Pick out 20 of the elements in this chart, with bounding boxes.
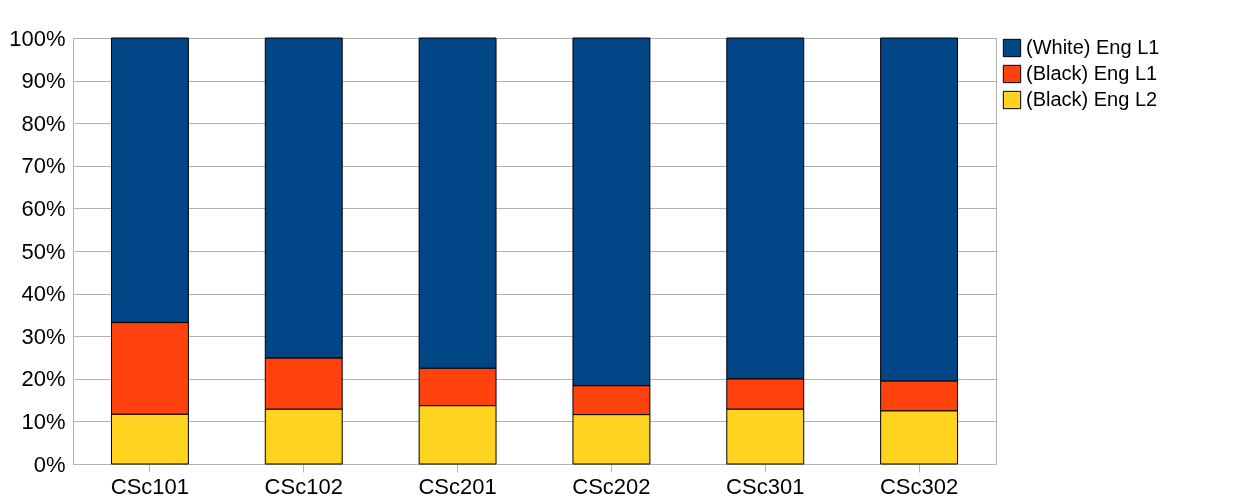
legend-label: (White) Eng L1 (1026, 36, 1160, 58)
legend-label: (Black) Eng L2 (1026, 88, 1158, 110)
y-tick-label: 100% (9, 25, 66, 51)
y-tick-label: 0% (33, 451, 66, 477)
y-tick-label: 60% (21, 195, 66, 221)
y-tick-label: 40% (21, 281, 66, 307)
y-tick-label: 10% (21, 408, 66, 434)
y-tick-label: 50% (21, 238, 66, 264)
x-tick-label: CSc301 (726, 473, 805, 497)
y-tick-label: 20% (21, 366, 66, 392)
x-tick-label: CSc302 (879, 473, 959, 497)
legend-label: (Black) Eng L1 (1026, 62, 1158, 84)
y-tick-label: 30% (21, 323, 66, 349)
x-tick-label: CSc102 (264, 473, 343, 497)
y-tick-label: 90% (21, 68, 66, 94)
y-tick-label: 80% (21, 110, 66, 136)
x-tick-label: CSc202 (572, 473, 651, 497)
y-tick-label: 70% (21, 153, 66, 179)
x-tick-label: CSc201 (418, 473, 497, 497)
x-tick-label: CSc101 (110, 473, 190, 497)
